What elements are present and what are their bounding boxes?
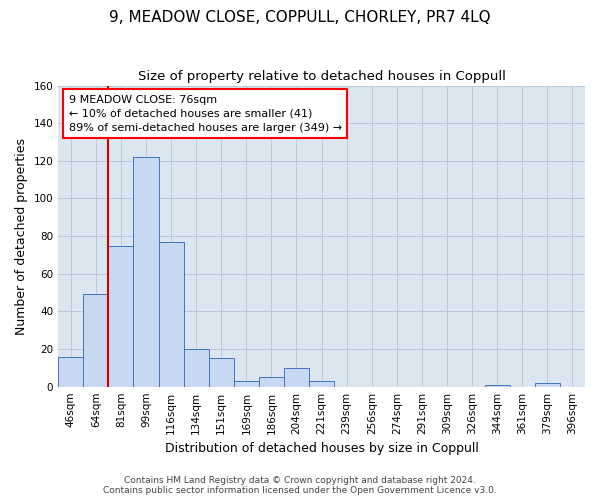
Bar [83,294,109,386]
Bar [184,349,209,387]
Bar [284,368,309,386]
Bar [209,358,234,386]
Bar [309,381,334,386]
Bar [133,157,158,386]
Bar [259,378,284,386]
Bar [158,242,184,386]
Bar [485,385,510,386]
X-axis label: Distribution of detached houses by size in Coppull: Distribution of detached houses by size … [164,442,479,455]
Bar [58,356,83,386]
Bar [535,383,560,386]
Text: Contains HM Land Registry data © Crown copyright and database right 2024.
Contai: Contains HM Land Registry data © Crown c… [103,476,497,495]
Y-axis label: Number of detached properties: Number of detached properties [15,138,28,334]
Bar [109,246,133,386]
Bar [234,381,259,386]
Text: 9 MEADOW CLOSE: 76sqm
← 10% of detached houses are smaller (41)
89% of semi-deta: 9 MEADOW CLOSE: 76sqm ← 10% of detached … [69,94,342,132]
Title: Size of property relative to detached houses in Coppull: Size of property relative to detached ho… [137,70,506,83]
Text: 9, MEADOW CLOSE, COPPULL, CHORLEY, PR7 4LQ: 9, MEADOW CLOSE, COPPULL, CHORLEY, PR7 4… [109,10,491,25]
